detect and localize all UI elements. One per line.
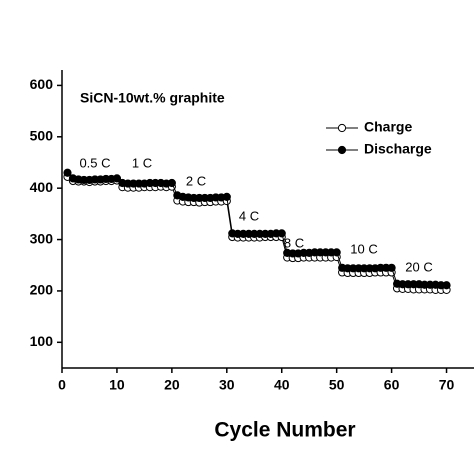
annotation: 4 C <box>239 208 259 223</box>
data-point <box>387 263 396 272</box>
legend-marker <box>337 123 347 133</box>
annotation: 20 C <box>405 259 432 274</box>
x-tick-label: 20 <box>164 377 180 393</box>
x-tick-label: 40 <box>274 377 290 393</box>
data-point <box>63 168 72 177</box>
data-point <box>112 174 122 183</box>
x-tick-label: 0 <box>58 377 66 393</box>
data-point <box>167 178 176 188</box>
chart-title: SiCN-10wt.% graphite <box>80 90 225 106</box>
legend-marker <box>337 145 347 155</box>
x-tick-label: 30 <box>219 377 235 393</box>
y-tick-label: 300 <box>30 230 54 246</box>
data-point <box>442 281 451 290</box>
data-point <box>277 229 286 238</box>
y-tick-label: 500 <box>30 127 54 143</box>
data-point <box>222 192 231 202</box>
y-tick-label: 600 <box>30 76 54 92</box>
legend-label: Discharge <box>364 141 432 157</box>
annotation: 2 C <box>186 173 206 188</box>
x-tick-label: 50 <box>329 377 345 393</box>
annotation: 10 C <box>350 241 377 256</box>
y-tick-label: 400 <box>30 179 54 195</box>
annotation: 8 C <box>284 235 304 250</box>
x-axis-label: Cycle Number <box>214 419 355 442</box>
x-tick-label: 10 <box>109 377 125 393</box>
x-tick-label: 70 <box>439 377 455 393</box>
annotation: 0.5 C <box>79 155 110 170</box>
y-tick-label: 100 <box>30 333 54 349</box>
data-point <box>332 248 341 257</box>
annotation: 1 C <box>132 155 152 170</box>
x-tick-label: 60 <box>384 377 400 393</box>
y-tick-label: 200 <box>30 282 54 298</box>
legend-label: Charge <box>364 119 412 135</box>
